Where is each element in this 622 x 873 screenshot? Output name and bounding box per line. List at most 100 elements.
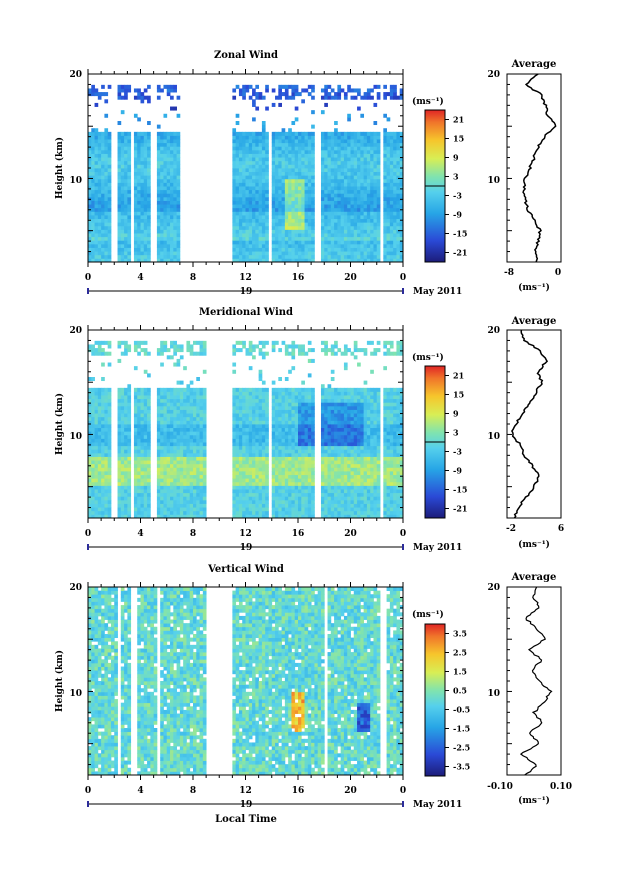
heatmap-cell (347, 88, 351, 93)
heatmap-cell (324, 164, 328, 169)
heatmap-cell (156, 492, 161, 497)
heatmap-cell (160, 149, 164, 154)
heatmap-cell (235, 225, 240, 230)
heatmap-cell (163, 452, 168, 457)
heatmap-cell (255, 387, 260, 392)
heatmap-cell (291, 445, 296, 450)
heatmap-cell (235, 168, 240, 173)
heatmap-cell (327, 240, 332, 245)
heatmap-cell (199, 409, 204, 414)
heatmap-cell (147, 402, 151, 407)
heatmap-cell (288, 186, 292, 191)
heatmap-cell (173, 362, 177, 367)
heatmap-cell (193, 445, 197, 450)
heatmap-cell (242, 431, 246, 436)
heatmap-cell (271, 499, 276, 504)
heatmap-cell (330, 211, 335, 216)
heatmap-cell (265, 171, 269, 176)
heatmap-cell (301, 254, 305, 259)
heatmap-cell (94, 178, 99, 183)
heatmap-cell (258, 157, 263, 162)
heatmap-cell (370, 171, 374, 176)
heatmap-cell (97, 251, 102, 256)
heatmap-cell (101, 424, 105, 429)
heatmap-cell (166, 236, 171, 241)
heatmap-cell (281, 186, 286, 191)
heatmap-cell (160, 514, 164, 519)
heatmap-cell (120, 514, 125, 519)
heatmap-cell (183, 424, 187, 429)
heatmap-cell (245, 434, 250, 439)
heatmap-cell (120, 142, 125, 147)
heatmap-cell (373, 222, 378, 227)
heatmap-cell (248, 427, 253, 432)
heatmap-cell (350, 247, 355, 252)
heatmap-cell (120, 471, 125, 476)
heatmap-cell (389, 243, 394, 248)
heatmap-cell (101, 211, 105, 216)
heatmap-cell (202, 409, 207, 414)
heatmap-cell (173, 193, 177, 198)
heatmap-cell (248, 164, 253, 169)
heatmap-cell (340, 182, 345, 187)
heatmap-cell (137, 395, 141, 400)
heatmap-cell (163, 182, 168, 187)
heatmap-cell (137, 175, 141, 180)
heatmap-cell (301, 142, 305, 147)
heatmap-cell (252, 240, 256, 245)
heatmap-cell (193, 398, 197, 403)
heatmap-cell (232, 387, 237, 392)
heatmap-cell (334, 135, 338, 140)
heatmap-cell (176, 496, 181, 501)
heatmap-cell (238, 514, 243, 519)
heatmap-cell (193, 514, 197, 519)
heatmap-cell (271, 131, 276, 136)
heatmap-cell (366, 247, 371, 252)
heatmap-cell (170, 233, 174, 238)
heatmap-cell (173, 478, 177, 483)
heatmap-cell (261, 474, 266, 479)
heatmap-cell (383, 222, 387, 227)
heatmap-cell (143, 503, 148, 508)
heatmap-cell (133, 460, 138, 465)
heatmap-cell (88, 489, 92, 494)
heatmap-cell (94, 92, 99, 97)
heatmap-cell (242, 481, 246, 486)
heatmap-cell (363, 207, 368, 212)
heatmap-cell (320, 236, 325, 241)
heatmap-cell (252, 135, 256, 140)
heatmap-cell (170, 258, 174, 263)
heatmap-cell (235, 84, 240, 89)
heatmap-cell (360, 211, 365, 216)
heatmap-cell (298, 478, 302, 483)
heatmap-cell (170, 489, 174, 494)
heatmap-cell (343, 131, 348, 136)
heatmap-cell (193, 427, 197, 432)
heatmap-cell (140, 222, 145, 227)
heatmap-cell (366, 251, 371, 256)
heatmap-cell (258, 92, 263, 97)
heatmap-cell (147, 178, 151, 183)
heatmap-cell (281, 182, 286, 187)
heatmap-cell (140, 503, 145, 508)
heatmap-cell (133, 160, 138, 165)
heatmap-cell (284, 157, 289, 162)
heatmap-cell (88, 189, 92, 194)
heatmap-cell (163, 413, 168, 418)
heatmap-cell (284, 489, 289, 494)
heatmap-cell (176, 452, 181, 457)
heatmap-cell (271, 380, 276, 385)
heatmap-cell (166, 175, 171, 180)
heatmap-cell (120, 153, 125, 158)
heatmap-cell (252, 193, 256, 198)
heatmap-cell (311, 229, 315, 234)
heatmap-cell (104, 416, 109, 421)
heatmap-cell (91, 434, 95, 439)
heatmap-cell (291, 387, 296, 392)
heatmap-cell (245, 456, 250, 461)
heatmap-cell (97, 471, 102, 476)
heatmap-cell (288, 207, 292, 212)
heatmap-cell (340, 236, 345, 241)
colorbar-tick-label: -21 (453, 248, 467, 258)
heatmap-cell (91, 510, 95, 515)
